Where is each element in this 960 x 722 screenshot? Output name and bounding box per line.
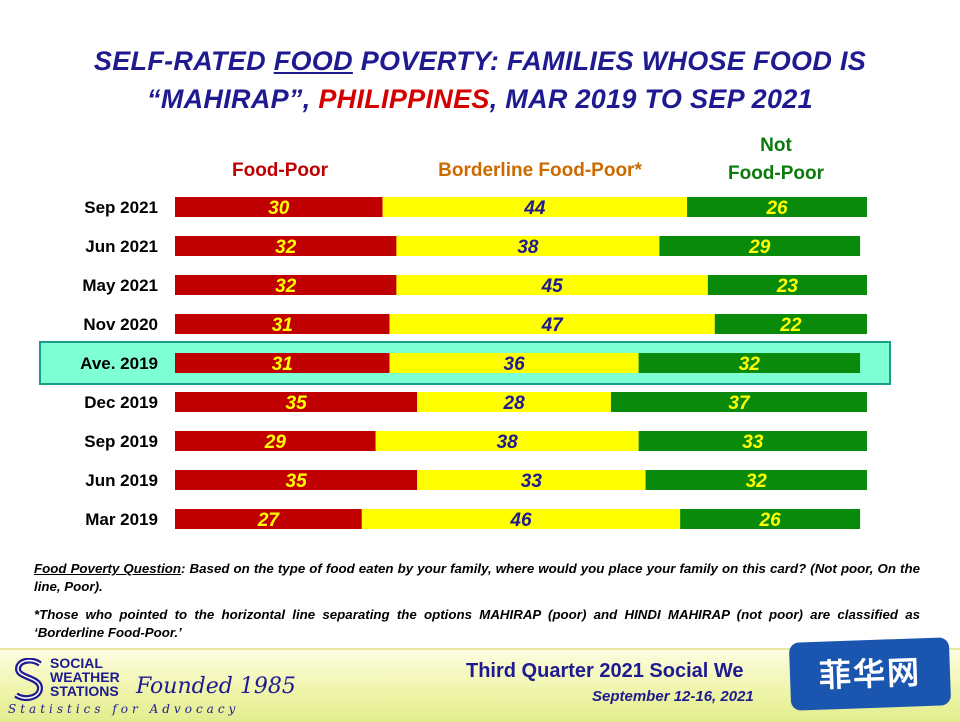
title-line-2: “MAHIRAP”, PHILIPPINES, MAR 2019 TO SEP … <box>147 84 813 114</box>
bar-may-2021-borderline-food-poor- <box>396 275 708 295</box>
sws-logo-icon <box>14 658 44 702</box>
row-label-nov-2020: Nov 2020 <box>83 315 158 334</box>
value-label-jun-2021-1: 38 <box>517 237 539 258</box>
bar-jun-2021-not-food-poor <box>659 236 861 256</box>
notes: Food Poverty Question: Based on the type… <box>34 560 920 652</box>
value-label-jun-2021-2: 29 <box>748 237 771 258</box>
value-label-mar-2019-1: 46 <box>509 510 532 531</box>
row-label-may-2021: May 2021 <box>82 276 158 295</box>
row-label-ave-2019: Ave. 2019 <box>80 354 158 373</box>
value-label-jun-2021-0: 32 <box>275 237 297 258</box>
survey-title: Third Quarter 2021 Social We <box>466 660 744 682</box>
bar-dec-2019-not-food-poor <box>610 392 867 412</box>
bar-jun-2019-borderline-food-poor- <box>417 470 646 490</box>
value-label-sep-2021-2: 26 <box>765 198 788 219</box>
value-label-sep-2019-1: 38 <box>497 432 519 453</box>
org-name: SOCIAL WEATHER STATIONS <box>50 655 120 699</box>
bar-sep-2019-not-food-poor <box>638 431 867 451</box>
value-label-sep-2019-2: 33 <box>742 432 764 453</box>
value-label-ave-2019-0: 31 <box>272 354 293 375</box>
bar-sep-2021-borderline-food-poor- <box>382 197 688 217</box>
bar-sep-2019-borderline-food-poor- <box>375 431 639 451</box>
bar-jun-2021-food-poor <box>175 236 397 256</box>
header-borderline: Borderline Food-Poor* <box>438 160 642 181</box>
chart-title: SELF-RATED FOOD POVERTY: FAMILIES WHOSE … <box>0 42 960 118</box>
value-label-nov-2020-0: 31 <box>272 315 293 336</box>
bar-may-2021-not-food-poor <box>707 275 867 295</box>
bar-sep-2021-not-food-poor <box>687 197 867 217</box>
value-label-nov-2020-2: 22 <box>779 315 802 336</box>
bar-dec-2019-food-poor <box>175 392 418 412</box>
bar-ave-2019-borderline-food-poor- <box>389 353 639 373</box>
bar-nov-2020-food-poor <box>175 314 390 334</box>
bar-mar-2019-borderline-food-poor- <box>361 509 681 529</box>
watermark-logo: 菲华网 <box>788 637 952 711</box>
value-label-ave-2019-1: 36 <box>504 354 526 375</box>
tagline: Statistics for Advocacy <box>8 702 240 716</box>
bar-jun-2019-food-poor <box>175 470 418 490</box>
stacked-bar-chart: Sep 2021 30 44 26 Jun 2021 32 38 29 May 2021 32 45… <box>39 197 891 531</box>
value-label-mar-2019-2: 26 <box>759 510 782 531</box>
title-line-1: SELF-RATED FOOD POVERTY: FAMILIES WHOSE … <box>93 46 867 76</box>
row-label-jun-2019: Jun 2019 <box>85 471 158 490</box>
value-label-sep-2021-1: 44 <box>523 198 546 219</box>
row-label-mar-2019: Mar 2019 <box>85 510 158 529</box>
value-label-jun-2019-0: 35 <box>286 471 308 492</box>
header-food-poor: Food-Poor <box>231 160 329 181</box>
bar-nov-2020-not-food-poor <box>714 314 867 334</box>
survey-dates: September 12-16, 2021 <box>592 688 754 705</box>
value-label-jun-2019-1: 33 <box>521 471 543 492</box>
row-label-jun-2021: Jun 2021 <box>85 237 158 256</box>
value-label-dec-2019-0: 35 <box>286 393 308 414</box>
value-label-mar-2019-0: 27 <box>257 510 281 531</box>
value-label-dec-2019-1: 28 <box>503 393 526 414</box>
bar-ave-2019-food-poor <box>175 353 390 373</box>
header-not-food-poor: Not Food-Poor <box>727 135 825 184</box>
bar-jun-2021-borderline-food-poor- <box>396 236 660 256</box>
bar-sep-2021-food-poor <box>175 197 383 217</box>
bar-dec-2019-borderline-food-poor- <box>417 392 611 412</box>
question-note: Food Poverty Question: Based on the type… <box>34 561 921 594</box>
value-label-dec-2019-2: 37 <box>728 393 751 414</box>
row-label-sep-2021: Sep 2021 <box>84 198 158 217</box>
value-label-ave-2019-2: 32 <box>739 354 761 375</box>
row-label-dec-2019: Dec 2019 <box>84 393 158 412</box>
value-label-sep-2019-0: 29 <box>264 432 287 453</box>
bar-may-2021-food-poor <box>175 275 397 295</box>
footnote: *Those who pointed to the horizontal lin… <box>34 607 920 640</box>
value-label-may-2021-2: 23 <box>776 276 799 297</box>
bar-ave-2019-not-food-poor <box>638 353 861 373</box>
row-label-sep-2019: Sep 2019 <box>84 432 158 451</box>
value-label-may-2021-0: 32 <box>275 276 297 297</box>
bar-nov-2020-borderline-food-poor- <box>389 314 715 334</box>
bar-mar-2019-food-poor <box>175 509 362 529</box>
bar-mar-2019-not-food-poor <box>680 509 861 529</box>
bar-jun-2019-not-food-poor <box>645 470 867 490</box>
bar-sep-2019-food-poor <box>175 431 376 451</box>
value-label-nov-2020-1: 47 <box>541 315 565 336</box>
value-label-jun-2019-2: 32 <box>746 471 768 492</box>
value-label-sep-2021-0: 30 <box>268 198 290 219</box>
founded-text: Founded 1985 <box>136 674 296 699</box>
value-label-may-2021-1: 45 <box>541 276 564 297</box>
